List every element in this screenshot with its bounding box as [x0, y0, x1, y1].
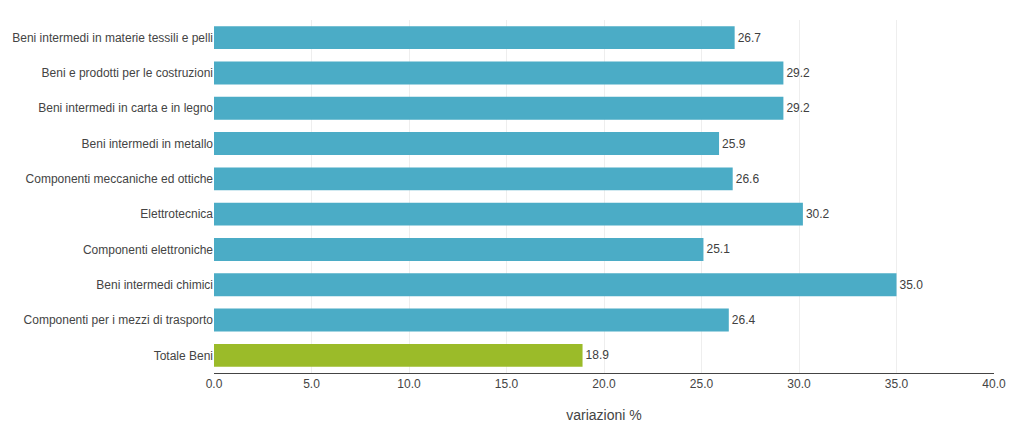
svg-text:Totale Beni: Totale Beni	[154, 349, 213, 363]
svg-text:35.0: 35.0	[885, 377, 909, 391]
svg-text:Elettrotecnica: Elettrotecnica	[140, 207, 213, 221]
svg-text:Componenti elettroniche: Componenti elettroniche	[83, 243, 213, 257]
svg-text:35.0: 35.0	[900, 278, 924, 292]
svg-text:Beni intermedi in carta e in l: Beni intermedi in carta e in legno	[38, 101, 213, 115]
svg-text:5.0: 5.0	[303, 377, 320, 391]
svg-text:30.0: 30.0	[787, 377, 811, 391]
svg-text:25.0: 25.0	[690, 377, 714, 391]
svg-text:Beni intermedi in materie tess: Beni intermedi in materie tessili e pell…	[12, 31, 213, 45]
svg-text:26.7: 26.7	[738, 31, 762, 45]
svg-text:29.2: 29.2	[786, 66, 810, 80]
svg-text:18.9: 18.9	[586, 348, 610, 362]
svg-text:25.9: 25.9	[722, 137, 746, 151]
svg-text:29.2: 29.2	[786, 101, 810, 115]
svg-text:Componenti per i mezzi di tras: Componenti per i mezzi di trasporto	[24, 313, 214, 327]
svg-text:30.2: 30.2	[806, 207, 830, 221]
svg-text:Beni intermedi chimici: Beni intermedi chimici	[96, 278, 213, 292]
svg-text:Componenti meccaniche ed ottic: Componenti meccaniche ed ottiche	[26, 172, 214, 186]
svg-text:0.0: 0.0	[206, 377, 223, 391]
svg-text:15.0: 15.0	[495, 377, 519, 391]
svg-text:26.6: 26.6	[736, 172, 760, 186]
svg-text:40.0: 40.0	[982, 377, 1006, 391]
svg-text:20.0: 20.0	[592, 377, 616, 391]
svg-text:25.1: 25.1	[706, 242, 730, 256]
svg-text:10.0: 10.0	[397, 377, 421, 391]
svg-text:variazioni %: variazioni %	[566, 407, 641, 423]
svg-text:Beni e prodotti per le costruz: Beni e prodotti per le costruzioni	[42, 66, 213, 80]
svg-text:Beni intermedi in metallo: Beni intermedi in metallo	[82, 137, 214, 151]
svg-text:26.4: 26.4	[732, 313, 756, 327]
